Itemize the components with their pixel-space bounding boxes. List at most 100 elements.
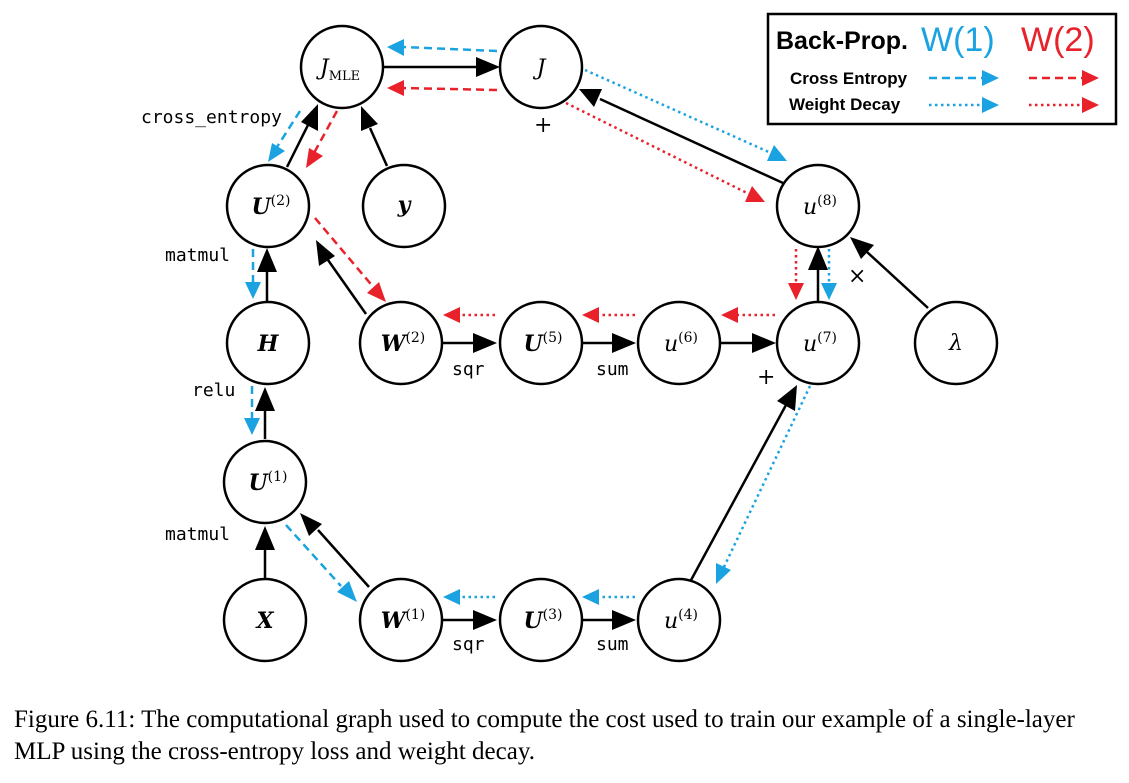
legend-w2-label: W(2) xyxy=(1021,21,1095,59)
node-y-label: y xyxy=(397,192,413,218)
edge-y-to-jmle xyxy=(368,127,389,167)
node-u1-circle xyxy=(222,439,308,525)
bp-w2-ce-u2-to-w2 xyxy=(314,217,376,290)
node-u7-circle xyxy=(775,300,861,386)
node-y-circle xyxy=(361,163,447,249)
edge-u8-to-j xyxy=(599,97,784,185)
node-w2-label: W(2) xyxy=(381,330,426,357)
arrowhead-w1-to-u1 xyxy=(300,513,322,536)
legend-cross-entropy-label: Cross Entropy xyxy=(790,69,908,88)
node-j-label: J xyxy=(533,56,547,81)
backprop-w1-cross-entropy-path xyxy=(250,45,498,587)
graph-nodes xyxy=(222,24,999,663)
bp-w2-ce-arrowheads xyxy=(306,80,404,302)
bp-w1-ce-arrowhead-h xyxy=(245,282,261,299)
bp-w1-ce-jmle-to-u2 xyxy=(275,110,302,148)
node-u4-label: u(4) xyxy=(664,607,698,634)
arrowhead-x-to-u1 xyxy=(255,526,275,550)
edge-lambda-to-u8 xyxy=(866,251,929,309)
arrowhead-y-to-jmle xyxy=(361,106,378,131)
bp-w2-ce-arrowhead-jmle xyxy=(387,80,404,96)
backprop-w2-cross-entropy-path xyxy=(312,86,498,290)
node-w2-circle xyxy=(358,300,444,386)
bp-w1-wd-arrowhead-u7 xyxy=(821,283,837,300)
legend-w1-weight-decay-arrowhead xyxy=(982,97,999,113)
op-symbol-plus-u7: + xyxy=(757,365,775,390)
backprop-w1-weight-decay-path xyxy=(459,68,831,599)
op-label-sum-bottom: sum xyxy=(596,634,629,655)
op-symbol-times-u8: × xyxy=(848,264,866,289)
bp-w2-wd-j-to-u8 xyxy=(565,101,750,196)
node-u3-circle xyxy=(498,577,584,663)
bp-w2-wd-arrowhead-u6 xyxy=(721,307,738,323)
node-jmle-circle xyxy=(299,24,385,110)
op-label-sqr-top: sqr xyxy=(452,359,485,380)
bp-w1-ce-arrowhead-u2 xyxy=(268,143,285,162)
arrowhead-w1-to-u3 xyxy=(473,610,497,630)
arrowhead-u3-to-u4 xyxy=(612,610,636,630)
bp-w1-wd-arrowhead-u8 xyxy=(767,145,787,161)
arrowhead-u5-to-u6 xyxy=(612,333,636,353)
node-x-label: X xyxy=(254,608,274,634)
arrowhead-w2-to-u5 xyxy=(473,333,497,353)
bp-w2-wd-arrowhead-u7 xyxy=(788,283,804,300)
legend-w2-weight-decay-arrowhead xyxy=(1082,97,1099,113)
op-label-matmul-bottom: matmul xyxy=(165,524,230,545)
bp-w1-ce-arrowhead-w1 xyxy=(337,581,357,602)
bp-w2-ce-j-to-jmle xyxy=(402,86,498,92)
node-u1-label: U(1) xyxy=(248,469,287,496)
node-lambda-circle xyxy=(913,300,999,386)
node-u6-circle xyxy=(636,300,722,386)
legend-w2-cross-entropy-arrowhead xyxy=(1082,70,1099,86)
op-label-sum-top: sum xyxy=(596,359,629,380)
node-u7-label: u(7) xyxy=(803,330,837,357)
node-u2-circle xyxy=(225,163,311,249)
legend-weight-decay-label: Weight Decay xyxy=(789,95,901,114)
backprop-w2-weight-decay-path xyxy=(459,101,798,317)
node-h-circle xyxy=(225,300,311,386)
legend-w1-cross-entropy-arrowhead xyxy=(982,70,999,86)
bp-w2-ce-jmle-to-u2 xyxy=(312,110,339,154)
edge-u4-to-u7 xyxy=(688,404,788,583)
op-label-cross-entropy: cross_entropy xyxy=(141,107,282,128)
node-u6-label: u(6) xyxy=(664,330,698,357)
op-symbol-plus-j: + xyxy=(534,113,552,138)
op-label-matmul-top: matmul xyxy=(165,245,230,266)
legend: Back-Prop. W(1) W(2) Cross Entropy Weigh… xyxy=(766,12,1118,126)
operation-labels: cross_entropy matmul relu matmul sqr sum… xyxy=(141,107,629,655)
node-u4-circle xyxy=(636,577,722,663)
node-u3-label: U(3) xyxy=(523,607,562,634)
bp-w1-ce-arrowheads xyxy=(244,39,404,602)
node-labels: JMLE J U(2) y u(8) H W(2) U(5) u(6) u(7)… xyxy=(248,56,962,634)
node-lambda-label: λ xyxy=(948,331,963,356)
operator-symbols: + + × xyxy=(534,113,866,390)
bp-w1-wd-arrowhead-u4 xyxy=(716,563,731,584)
bp-w1-ce-j-to-jmle xyxy=(402,45,498,53)
bp-w1-ce-u1-to-w1 xyxy=(285,524,342,587)
op-label-sqr-bottom: sqr xyxy=(452,634,485,655)
legend-heading: Back-Prop. xyxy=(776,27,908,55)
arrowhead-lambda-to-u8 xyxy=(850,237,874,259)
arrowhead-u8-to-j xyxy=(579,89,602,107)
arrowhead-u6-to-u7 xyxy=(752,333,776,353)
arrowhead-u1-to-h xyxy=(255,387,275,411)
node-j-circle xyxy=(498,24,584,110)
bp-w1-wd-arrowhead-u3 xyxy=(582,589,599,605)
edge-w1-to-u1 xyxy=(317,529,370,588)
arrowhead-u7-to-u8 xyxy=(808,246,828,270)
bp-w1-ce-arrowhead-u1 xyxy=(244,418,260,435)
forward-edges xyxy=(255,57,929,630)
node-u2-label: U(2) xyxy=(251,193,290,220)
bp-w2-ce-arrowhead-u2 xyxy=(306,148,323,168)
bp-w2-wd-arrowhead-w2 xyxy=(443,307,460,323)
figure-caption: Figure 6.11: The computational graph use… xyxy=(14,706,1075,765)
bp-w2-wd-arrowhead-u8 xyxy=(745,186,765,202)
bp-w1-ce-arrowhead-jmle xyxy=(387,39,404,56)
bp-w2-wd-arrowhead-u5 xyxy=(582,307,599,323)
bp-w1-wd-arrowhead-w1 xyxy=(443,589,460,605)
node-u5-label: U(5) xyxy=(523,330,562,357)
arrowhead-h-to-u2 xyxy=(257,248,277,272)
bp-w2-ce-arrowhead-w2 xyxy=(367,282,386,302)
node-h-label: H xyxy=(257,331,280,357)
bp-w1-wd-arrowheads xyxy=(443,145,837,605)
